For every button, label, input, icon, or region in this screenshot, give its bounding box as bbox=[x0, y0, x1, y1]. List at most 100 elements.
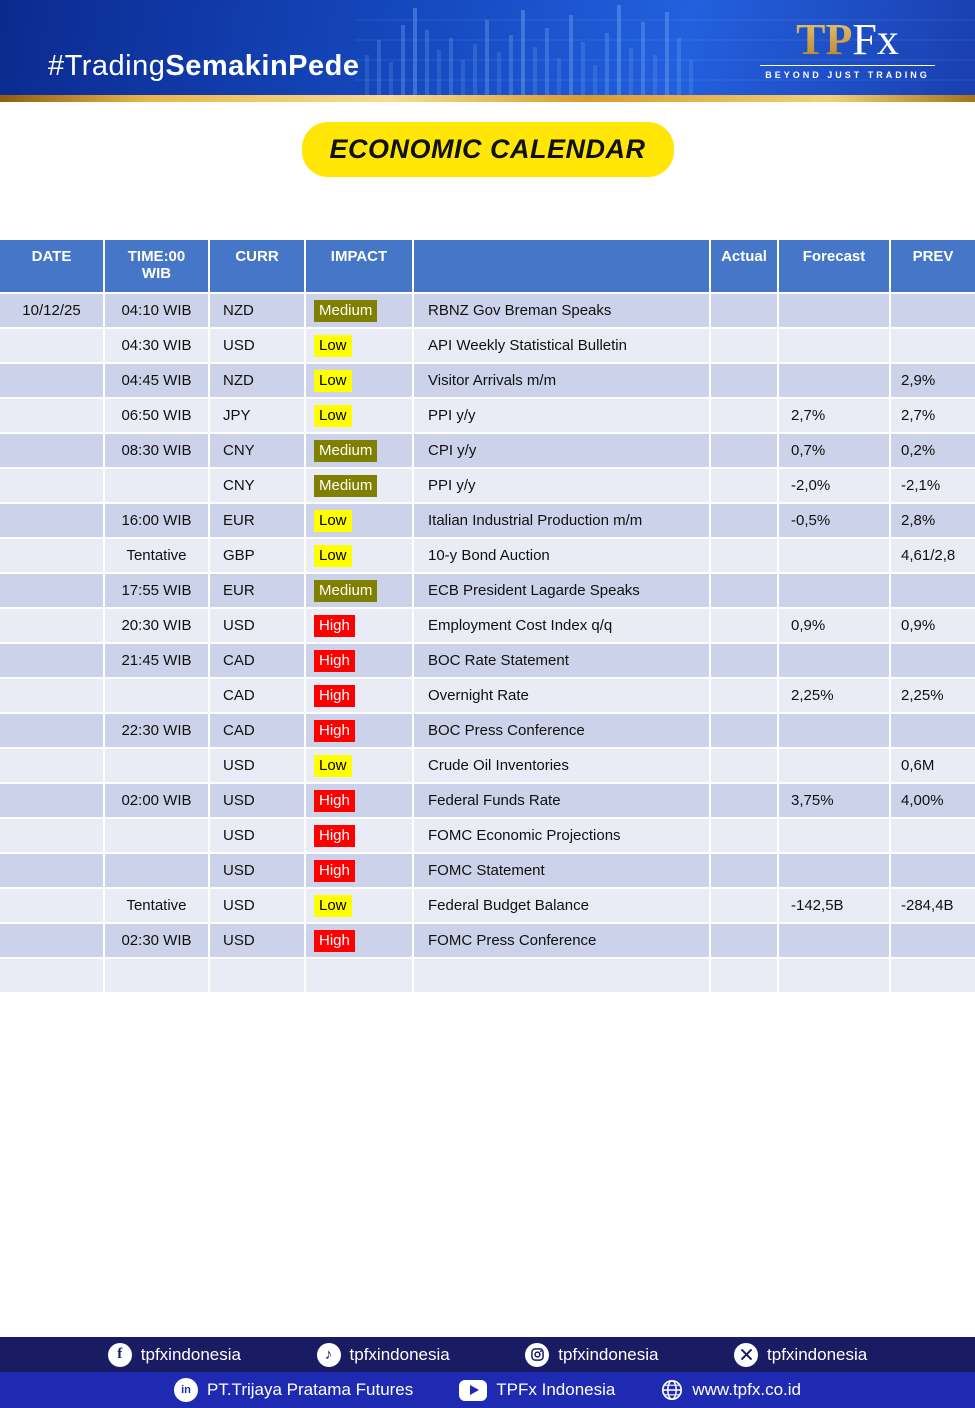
cell-prev: 0,9% bbox=[891, 609, 975, 642]
page-title: ECONOMIC CALENDAR bbox=[301, 122, 674, 177]
cell-date bbox=[0, 889, 103, 922]
cell-prev: 0,2% bbox=[891, 434, 975, 467]
cell-time: 16:00 WIB bbox=[105, 504, 208, 537]
table-row: 20:30 WIB USD High Employment Cost Index q/… bbox=[0, 609, 975, 642]
table-row: Tentative USD Low Federal Budget Balance -14… bbox=[0, 889, 975, 922]
table-row: 04:45 WIB NZD Low Visitor Arrivals m/m 2,9% bbox=[0, 364, 975, 397]
cell-time: 02:00 WIB bbox=[105, 784, 208, 817]
social-youtube[interactable]: TPFx Indonesia bbox=[459, 1379, 615, 1401]
logo-fx: Fx bbox=[852, 15, 899, 64]
youtube-icon bbox=[459, 1379, 488, 1401]
logo-tagline: BEYOND JUST TRADING bbox=[760, 65, 935, 80]
cell-time: 17:55 WIB bbox=[105, 574, 208, 607]
economic-calendar-table: DATE TIME:00 WIB CURR IMPACT Actual Forec… bbox=[0, 240, 975, 992]
cell-actual bbox=[711, 679, 777, 712]
cell-forecast bbox=[779, 294, 889, 327]
cell-forecast: 2,25% bbox=[779, 679, 889, 712]
cell-date bbox=[0, 714, 103, 747]
cell-prev: 2,8% bbox=[891, 504, 975, 537]
cell-event: Italian Industrial Production m/m bbox=[414, 504, 709, 537]
cell-curr: NZD bbox=[210, 364, 304, 397]
cell-time bbox=[105, 854, 208, 887]
cell-date bbox=[0, 609, 103, 642]
cell-forecast bbox=[779, 329, 889, 362]
cell-impact: Low bbox=[306, 399, 412, 432]
cell-actual bbox=[711, 924, 777, 957]
cell-date bbox=[0, 784, 103, 817]
cell-actual bbox=[711, 329, 777, 362]
cell-prev bbox=[891, 714, 975, 747]
cell-impact: Medium bbox=[306, 434, 412, 467]
social-linkedin[interactable]: in PT.Trijaya Pratama Futures bbox=[174, 1378, 413, 1402]
social-label: www.tpfx.co.id bbox=[692, 1380, 801, 1399]
cell-curr: CAD bbox=[210, 644, 304, 677]
cell-date bbox=[0, 819, 103, 852]
cell-actual bbox=[711, 714, 777, 747]
cell-impact: Low bbox=[306, 749, 412, 782]
table-row: USD Low Crude Oil Inventories 0,6M bbox=[0, 749, 975, 782]
cell-curr: USD bbox=[210, 329, 304, 362]
impact-badge: Low bbox=[314, 894, 352, 917]
cell-time: 21:45 WIB bbox=[105, 644, 208, 677]
cell-impact: Medium bbox=[306, 294, 412, 327]
social-x[interactable]: tpfxindonesia bbox=[734, 1342, 867, 1367]
cell-impact: High bbox=[306, 714, 412, 747]
table-row: CNY Medium PPI y/y -2,0% -2,1% bbox=[0, 469, 975, 502]
cell-event: PPI y/y bbox=[414, 399, 709, 432]
header-time-line2: WIB bbox=[141, 265, 172, 282]
social-tiktok[interactable]: ♪ tpfxindonesia bbox=[316, 1342, 450, 1367]
social-instagram[interactable]: tpfxindonesia bbox=[525, 1342, 659, 1367]
cell-curr: CNY bbox=[210, 434, 304, 467]
cell-impact: High bbox=[306, 784, 412, 817]
impact-badge: Medium bbox=[314, 474, 378, 497]
impact-badge: Low bbox=[314, 754, 352, 777]
calendar-table-body: 10/12/25 04:10 WIB NZD Medium RBNZ Gov Brema… bbox=[0, 294, 975, 992]
cell-forecast bbox=[779, 749, 889, 782]
cell-impact: Low bbox=[306, 504, 412, 537]
cell-prev: 4,61/2,8 bbox=[891, 539, 975, 572]
cell-curr: USD bbox=[210, 889, 304, 922]
cell-event: Federal Funds Rate bbox=[414, 784, 709, 817]
cell-actual bbox=[711, 959, 777, 992]
campaign-hashtag: #TradingSemakinPede bbox=[48, 50, 360, 83]
cell-impact: High bbox=[306, 924, 412, 957]
cell-curr: EUR bbox=[210, 504, 304, 537]
cell-date: 10/12/25 bbox=[0, 294, 103, 327]
cell-event: RBNZ Gov Breman Speaks bbox=[414, 294, 709, 327]
cell-event: Employment Cost Index q/q bbox=[414, 609, 709, 642]
cell-event: PPI y/y bbox=[414, 469, 709, 502]
cell-forecast bbox=[779, 644, 889, 677]
website-link[interactable]: www.tpfx.co.id bbox=[661, 1379, 801, 1401]
cell-forecast: -0,5% bbox=[779, 504, 889, 537]
impact-badge: High bbox=[314, 929, 355, 952]
cell-curr: JPY bbox=[210, 399, 304, 432]
social-label: tpfxindonesia bbox=[140, 1344, 241, 1364]
cell-actual bbox=[711, 399, 777, 432]
table-row: 06:50 WIB JPY Low PPI y/y 2,7% 2,7% bbox=[0, 399, 975, 432]
impact-badge: Medium bbox=[314, 299, 378, 322]
cell-prev bbox=[891, 329, 975, 362]
cell-time: 04:45 WIB bbox=[105, 364, 208, 397]
table-row: USD High FOMC Economic Projections bbox=[0, 819, 975, 852]
cell-prev: 2,9% bbox=[891, 364, 975, 397]
hashtag-bold-part: SemakinPede bbox=[165, 50, 360, 82]
cell-prev bbox=[891, 819, 975, 852]
social-facebook[interactable]: f tpfxindonesia bbox=[107, 1342, 241, 1367]
social-label: tpfxindonesia bbox=[558, 1344, 659, 1364]
cell-prev bbox=[891, 959, 975, 992]
table-header-row: DATE TIME:00 WIB CURR IMPACT Actual Forec… bbox=[0, 240, 975, 292]
cell-event: FOMC Press Conference bbox=[414, 924, 709, 957]
cell-event: ECB President Lagarde Speaks bbox=[414, 574, 709, 607]
hashtag-regular-part: #Trading bbox=[48, 50, 166, 82]
cell-forecast: 0,9% bbox=[779, 609, 889, 642]
cell-curr: USD bbox=[210, 819, 304, 852]
table-row: 02:30 WIB USD High FOMC Press Conference bbox=[0, 924, 975, 957]
table-row bbox=[0, 959, 975, 992]
cell-actual bbox=[711, 609, 777, 642]
tpfx-logo: TPFx BEYOND JUST TRADING bbox=[760, 18, 935, 80]
cell-time bbox=[105, 469, 208, 502]
cell-prev bbox=[891, 924, 975, 957]
cell-prev bbox=[891, 294, 975, 327]
cell-actual bbox=[711, 854, 777, 887]
cell-time: 08:30 WIB bbox=[105, 434, 208, 467]
